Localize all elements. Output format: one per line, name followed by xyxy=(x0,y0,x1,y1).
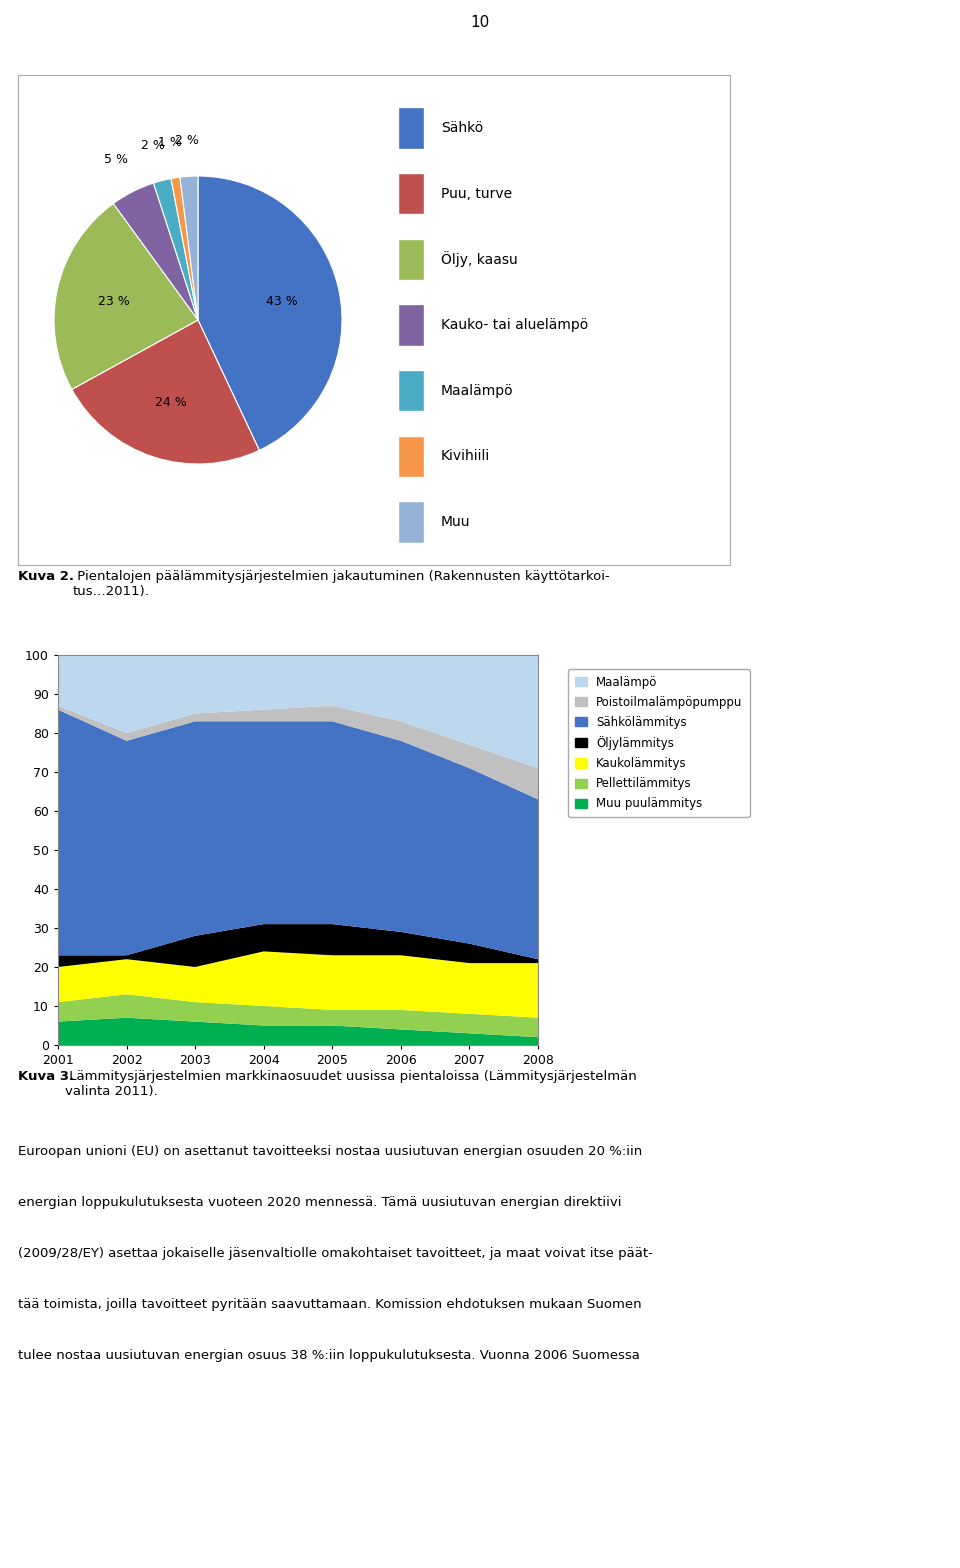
Text: 43 %: 43 % xyxy=(267,295,299,307)
Bar xyxy=(398,172,424,215)
Text: 2 %: 2 % xyxy=(141,140,165,152)
Wedge shape xyxy=(171,177,198,320)
Bar xyxy=(398,238,424,281)
Text: 2 %: 2 % xyxy=(175,133,199,147)
Text: Öljy, kaasu: Öljy, kaasu xyxy=(441,251,517,267)
Text: Pientalojen päälämmitysjärjestelmien jakautuminen (Rakennusten käyttötarkoi-
tus: Pientalojen päälämmitysjärjestelmien jak… xyxy=(73,571,610,597)
Bar xyxy=(398,436,424,477)
Bar xyxy=(398,502,424,543)
Text: Kivihiili: Kivihiili xyxy=(441,450,491,464)
Text: 24 %: 24 % xyxy=(156,395,187,409)
Text: Kauko- tai aluelämpö: Kauko- tai aluelämpö xyxy=(441,318,588,332)
Bar xyxy=(398,107,424,149)
Wedge shape xyxy=(198,176,342,450)
Text: 1 %: 1 % xyxy=(157,136,181,149)
Bar xyxy=(398,304,424,345)
Text: Puu, turve: Puu, turve xyxy=(441,187,512,201)
Text: Kuva 2.: Kuva 2. xyxy=(18,571,74,583)
Text: 23 %: 23 % xyxy=(98,295,130,307)
Text: Kuva 3.: Kuva 3. xyxy=(18,1069,74,1083)
Wedge shape xyxy=(72,320,259,464)
Text: 10: 10 xyxy=(470,16,490,30)
Bar xyxy=(398,370,424,411)
Text: Sähkö: Sähkö xyxy=(441,121,483,135)
Text: Lämmitysjärjestelmien markkinaosuudet uusissa pientaloissa (Lämmitysjärjestelmän: Lämmitysjärjestelmien markkinaosuudet uu… xyxy=(65,1069,637,1098)
Wedge shape xyxy=(180,176,198,320)
Wedge shape xyxy=(54,204,198,389)
Legend: Maalämpö, Poistoilmalämpöpumppu, Sähkölämmitys, Öljylämmitys, Kaukolämmitys, Pel: Maalämpö, Poistoilmalämpöpumppu, Sähkölä… xyxy=(568,668,750,817)
Text: energian loppukulutuksesta vuoteen 2020 mennessä. Tämä uusiutuvan energian direk: energian loppukulutuksesta vuoteen 2020 … xyxy=(18,1196,621,1209)
Text: Euroopan unioni (EU) on asettanut tavoitteeksi nostaa uusiutuvan energian osuude: Euroopan unioni (EU) on asettanut tavoit… xyxy=(18,1145,642,1159)
Wedge shape xyxy=(113,183,198,320)
Text: tulee nostaa uusiutuvan energian osuus 38 %:iin loppukulutuksesta. Vuonna 2006 S: tulee nostaa uusiutuvan energian osuus 3… xyxy=(18,1348,640,1361)
Text: 5 %: 5 % xyxy=(105,154,129,166)
Text: tää toimista, joilla tavoitteet pyritään saavuttamaan. Komission ehdotuksen muka: tää toimista, joilla tavoitteet pyritään… xyxy=(18,1298,641,1311)
Text: Muu: Muu xyxy=(441,516,470,528)
Text: Maalämpö: Maalämpö xyxy=(441,384,514,398)
Text: (2009/28/EY) asettaa jokaiselle jäsenvaltiolle omakohtaiset tavoitteet, ja maat : (2009/28/EY) asettaa jokaiselle jäsenval… xyxy=(18,1247,653,1259)
Wedge shape xyxy=(154,179,198,320)
